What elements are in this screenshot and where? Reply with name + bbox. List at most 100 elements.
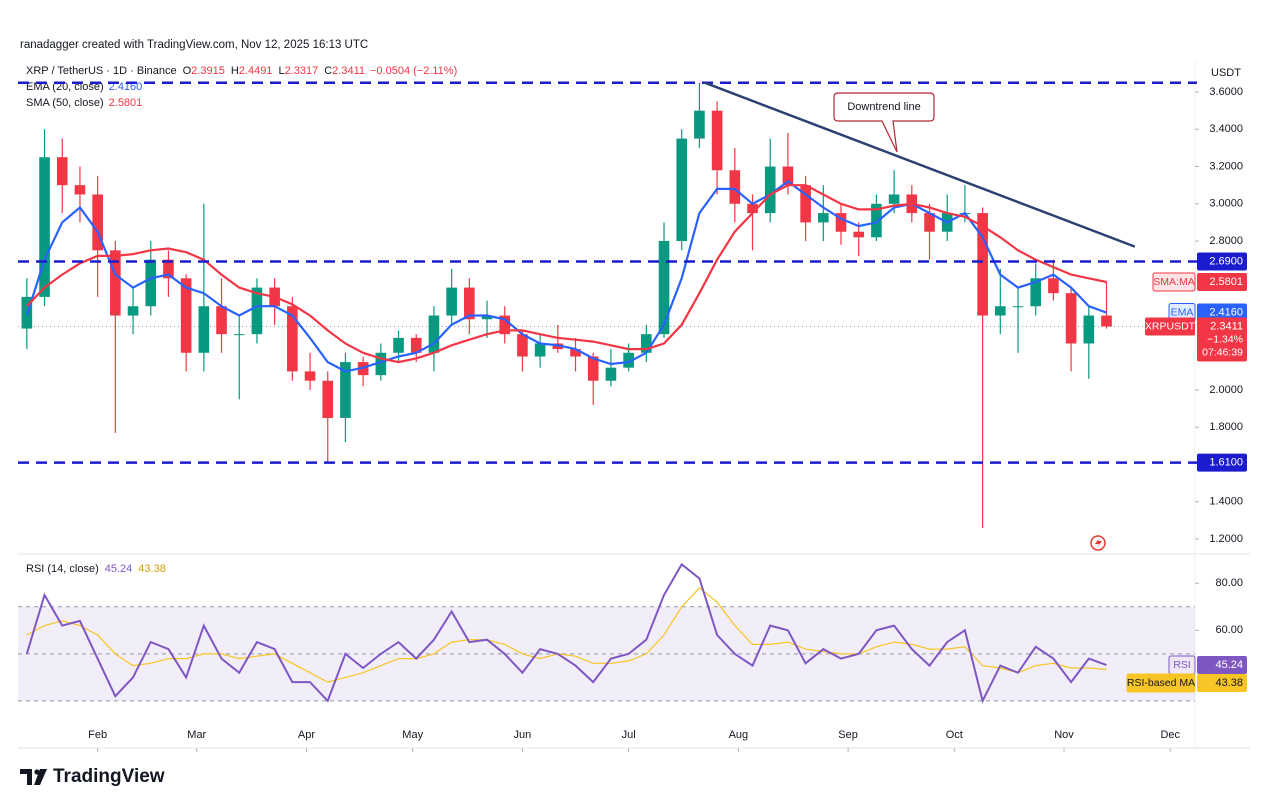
candle-body xyxy=(428,315,440,353)
rsi-title: RSI (14, close) xyxy=(26,563,99,575)
candle-body xyxy=(1101,315,1112,327)
rsi-tag-value: 45.24 xyxy=(1215,659,1243,671)
logo-text: TradingView xyxy=(53,766,165,787)
candle-body xyxy=(110,250,121,316)
credit: ranadagger created with TradingView.com,… xyxy=(20,39,368,51)
rsi-legend: RSI (14, close) 45.24 43.38 xyxy=(26,563,166,575)
price-name: XRPUSDT xyxy=(1145,320,1196,332)
tag-value: 2.4160 xyxy=(1209,306,1243,318)
candle-body xyxy=(481,315,493,320)
candle-body xyxy=(1048,278,1059,294)
level-tag xyxy=(1197,252,1247,271)
candle-body xyxy=(393,337,404,353)
candle-body xyxy=(304,371,316,381)
candle-body xyxy=(56,157,68,186)
candle-body xyxy=(517,334,528,357)
callout-text: Downtrend line xyxy=(847,101,920,113)
candle-body xyxy=(499,315,511,335)
y-tick-label: 1.8000 xyxy=(1209,421,1243,433)
symbol: XRP / TetherUS · 1D · Binance xyxy=(26,65,177,77)
trendline xyxy=(704,81,1136,248)
tag-name: EMA xyxy=(1171,306,1194,318)
candle-body xyxy=(145,259,157,307)
legend-indicator: SMA (50, close) 2.5801 xyxy=(26,97,142,109)
y-tick-label: 2.8000 xyxy=(1209,235,1243,247)
candle-body xyxy=(747,203,758,214)
x-tick-label: Oct xyxy=(946,729,963,741)
level-tag xyxy=(1197,453,1247,472)
rsi-legend-value: 43.38 xyxy=(138,563,166,575)
ohlc-value: 2.4491 xyxy=(239,65,273,77)
candle-body xyxy=(464,287,475,320)
rsi-tag-name-box xyxy=(1126,673,1196,693)
rsi-tag-value-box xyxy=(1197,656,1247,675)
candle-body xyxy=(39,157,50,297)
price-countdown: 07:46:39 xyxy=(1202,346,1243,358)
rsi-line xyxy=(26,587,1107,683)
x-tick-label: Feb xyxy=(88,729,107,741)
y-tick-label: 3.4000 xyxy=(1209,123,1243,135)
candle-body xyxy=(1012,306,1024,308)
ohlc-key: L xyxy=(278,65,284,77)
change: −0.0504 (−2.11%) xyxy=(370,65,457,77)
y-tick-label: 2.0000 xyxy=(1209,384,1243,396)
level-tag-text: 2.6900 xyxy=(1209,255,1243,267)
y-tick-label: 3.2000 xyxy=(1209,160,1243,172)
x-tick-label: Sep xyxy=(838,729,858,741)
candle-body xyxy=(1030,278,1042,307)
rsi-y-tick-label: 80.00 xyxy=(1215,577,1243,589)
level-tag-text: 1.6100 xyxy=(1209,457,1243,469)
candle-body xyxy=(782,166,794,186)
icon-bolt xyxy=(1095,538,1102,548)
rsi-line xyxy=(25,562,1107,704)
rsi-tag-value: 43.38 xyxy=(1215,677,1243,689)
candle-body xyxy=(1083,315,1095,344)
x-tick-label: May xyxy=(402,729,423,741)
rsi-tag-name: RSI xyxy=(1173,659,1191,671)
x-tick-label: Aug xyxy=(729,729,749,741)
indicator-value: 2.5801 xyxy=(109,97,143,109)
candle-body xyxy=(287,306,298,372)
x-tick-label: Dec xyxy=(1160,729,1180,741)
icon-ring xyxy=(1090,535,1106,551)
candle-body xyxy=(251,287,263,335)
candle-body xyxy=(587,356,599,381)
y-tick-label: 1.4000 xyxy=(1209,496,1243,508)
y-tick-label: 3.0000 xyxy=(1209,198,1243,210)
candle-body xyxy=(977,213,988,316)
candle-body xyxy=(764,166,776,214)
candle-body xyxy=(676,138,688,242)
ohlc-key: H xyxy=(231,65,239,77)
candle-body xyxy=(322,380,334,418)
tag-value-box xyxy=(1197,303,1247,322)
candle-body xyxy=(410,337,422,353)
candle-body xyxy=(180,278,192,353)
rsi-tag-value-box xyxy=(1197,674,1247,693)
candle-body xyxy=(924,213,935,232)
candle-body xyxy=(694,110,705,139)
logo: TradingView xyxy=(20,766,165,787)
logo-slash xyxy=(34,769,47,785)
unit-label: USDT xyxy=(1211,67,1241,79)
candle-body xyxy=(853,231,865,238)
alert-icon xyxy=(1090,535,1106,551)
candle-body xyxy=(570,349,581,357)
ohlc-key: C xyxy=(324,65,332,77)
candle-body xyxy=(711,110,723,171)
logo-mark xyxy=(20,769,32,785)
indicator-name: SMA (50, close) xyxy=(26,97,104,109)
tag-name: SMA:MA xyxy=(1153,276,1194,288)
candle-body xyxy=(446,287,457,316)
tag-name-box xyxy=(1152,272,1196,292)
candle-body xyxy=(658,241,670,335)
rsi-y-tick-label: 60.00 xyxy=(1215,624,1243,636)
tag-value-box xyxy=(1197,272,1247,291)
rsi-legend-value: 45.24 xyxy=(105,563,133,575)
ohlc-value: 2.3317 xyxy=(285,65,319,77)
candle-body xyxy=(800,185,811,223)
price-box xyxy=(1197,317,1247,362)
callout: Downtrend line xyxy=(833,92,935,153)
candle-body xyxy=(605,367,617,381)
